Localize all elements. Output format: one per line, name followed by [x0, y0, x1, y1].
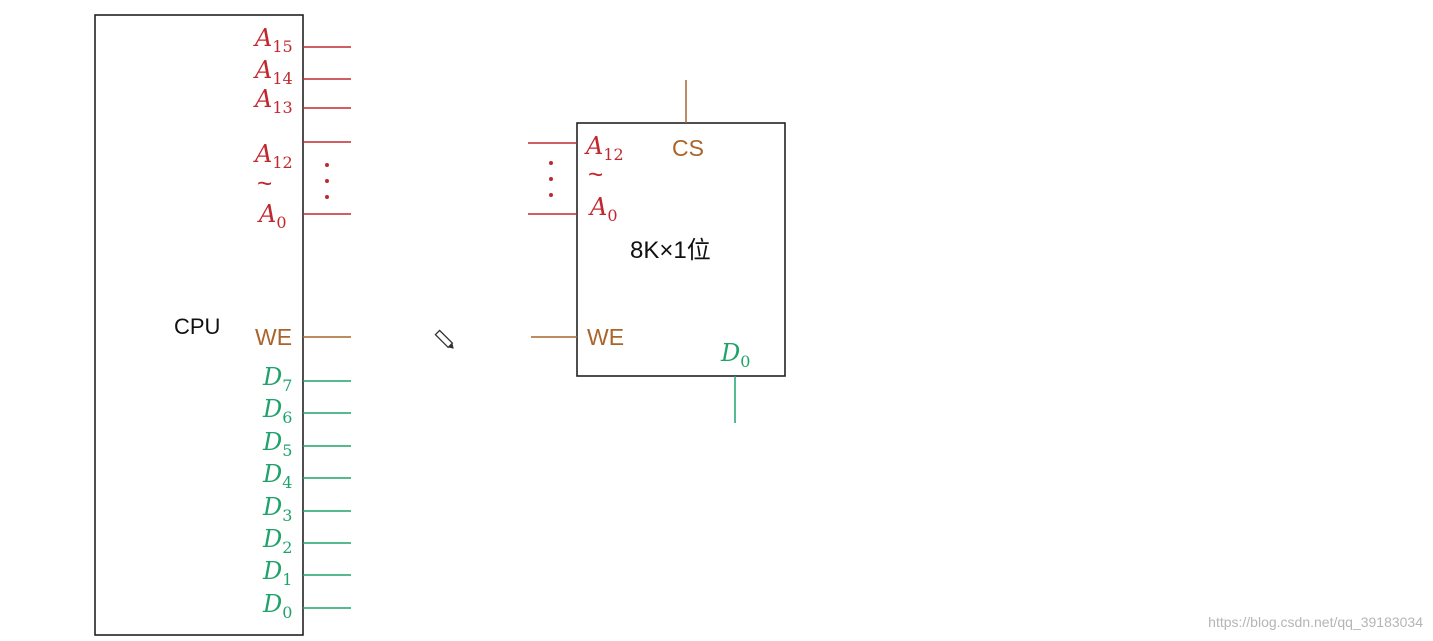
cpu-pin-a0-label: A0 — [257, 200, 287, 232]
chip-tilde: ~ — [588, 159, 603, 189]
chip-pin-a12-label: A12 — [584, 132, 624, 164]
chip-we-label: WE — [587, 324, 624, 350]
cpu-pin-label-d1: D1 — [262, 557, 292, 589]
cpu-pin-label-d4: D4 — [262, 460, 292, 492]
chip-dot — [549, 161, 553, 165]
chip-cs-label: CS — [672, 135, 704, 161]
chip-dot — [549, 193, 553, 197]
cpu-pin-label-a15: A15 — [253, 24, 293, 56]
cpu-pin-label-d2: D2 — [262, 525, 292, 557]
cpu-pin-label-d3: D3 — [262, 493, 292, 525]
cpu-dot — [325, 163, 329, 167]
cpu-pin-a12-label: A12 — [253, 140, 293, 172]
pencil-icon — [434, 329, 454, 349]
watermark: https://blog.csdn.net/qq_39183034 — [1208, 614, 1423, 630]
chip-dot — [549, 177, 553, 181]
cpu-pin-label-a13: A13 — [253, 85, 293, 117]
cpu-pin-label-d0: D0 — [262, 590, 292, 622]
chip-pin-a0-label: A0 — [588, 193, 618, 225]
cpu-pin-label-a14: A14 — [253, 56, 293, 88]
cpu-box — [94, 14, 304, 636]
chip-label: 8K×1位 — [630, 237, 711, 264]
cpu-dot — [325, 179, 329, 183]
chip-address-range: A12 ~ A0 — [528, 132, 624, 225]
cpu-tilde: ~ — [257, 168, 272, 198]
cpu-address-range: A12 ~ A0 — [253, 140, 351, 232]
cpu-label: CPU — [174, 314, 220, 339]
chip-d0-label: D0 — [720, 339, 750, 371]
cpu-pin-label-d5: D5 — [262, 428, 292, 460]
cpu-pin-label-d7: D7 — [262, 363, 292, 395]
chip-box — [576, 122, 786, 377]
cpu-pin-label-d6: D6 — [262, 395, 292, 427]
cpu-we-label: WE — [255, 324, 292, 350]
cpu-dot — [325, 195, 329, 199]
